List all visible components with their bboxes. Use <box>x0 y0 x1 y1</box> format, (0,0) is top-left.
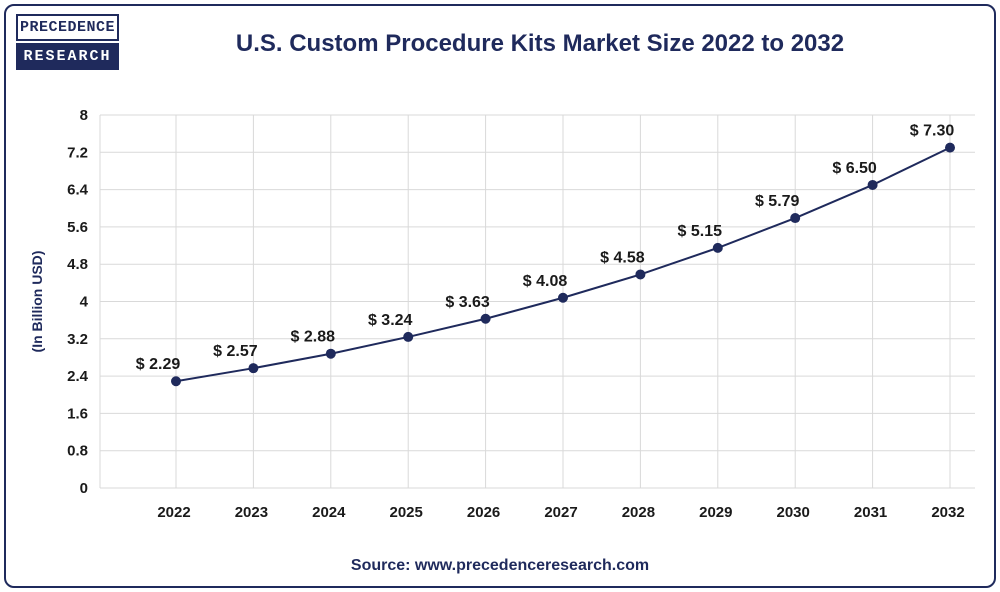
data-point <box>558 292 568 303</box>
y-tick-label: 4.8 <box>67 256 88 273</box>
y-tick-label: 6.4 <box>67 182 89 199</box>
x-tick-label: 2027 <box>544 504 577 521</box>
y-tick-label: 0.8 <box>67 443 88 460</box>
data-point <box>171 376 181 387</box>
series-layer <box>171 142 955 387</box>
label-layer: $ 2.29 $ 2.57 $ 2.88 $ 3.24 $ 3.63 $ 4.08 $ 4.… <box>136 123 955 374</box>
x-tick-label: 2032 <box>931 504 964 521</box>
chart-frame <box>4 4 996 588</box>
y-tick-label: 2.4 <box>67 368 89 385</box>
source-note: Source: www.precedenceresearch.com <box>350 557 650 574</box>
x-tick-label: 2025 <box>390 504 423 521</box>
data-point <box>790 213 801 224</box>
y-tick-label: 0 <box>80 480 88 497</box>
data-point <box>635 269 646 280</box>
data-point <box>325 348 336 359</box>
data-label: $ 6.50 <box>832 160 877 177</box>
data-label: $ 5.15 <box>678 223 723 240</box>
data-label: $ 2.88 <box>291 329 336 346</box>
y-tick-label: 4 <box>80 294 89 311</box>
data-label: $ 3.24 <box>368 312 413 329</box>
data-point <box>403 331 414 342</box>
data-point <box>712 242 723 253</box>
grid-layer <box>99 114 975 489</box>
data-point <box>867 179 878 190</box>
x-tick-label: 2026 <box>467 504 500 521</box>
data-label: $ 4.58 <box>600 249 645 266</box>
data-label: $ 3.63 <box>445 294 490 311</box>
x-tick-label: 2024 <box>312 504 346 521</box>
x-tick-label: 2028 <box>622 504 655 521</box>
chart-title: U.S. Custom Procedure Kits Market Size 2… <box>235 30 845 57</box>
data-point <box>480 313 491 324</box>
y-tick-label: 3.2 <box>67 331 88 348</box>
data-label: $ 7.30 <box>910 123 955 140</box>
x-tick-label: 2030 <box>777 504 810 521</box>
logo-line-1: PRECEDENCE <box>16 14 119 41</box>
axis-layer: 0 0.8 1.6 2.4 3.2 4 4.8 5.6 6.4 7.2 8 2022 2023 2024 2… <box>29 107 965 521</box>
data-point <box>248 363 259 374</box>
data-label: $ 4.08 <box>523 273 568 290</box>
x-tick-label: 2022 <box>157 504 190 521</box>
y-axis-label: (In Billion USD) <box>29 251 45 353</box>
y-tick-label: 1.6 <box>67 405 88 422</box>
x-tick-label: 2031 <box>854 504 887 521</box>
data-label: $ 5.79 <box>755 193 800 210</box>
x-tick-label: 2029 <box>699 504 732 521</box>
data-label: $ 2.29 <box>136 356 181 373</box>
y-tick-label: 7.2 <box>67 144 88 161</box>
logo-line-2: RESEARCH <box>16 43 119 70</box>
y-tick-label: 5.6 <box>67 219 88 236</box>
data-point <box>945 142 955 153</box>
y-tick-label: 8 <box>80 107 88 124</box>
x-tick-label: 2023 <box>235 504 268 521</box>
precedence-research-logo: PRECEDENCE RESEARCH <box>16 14 119 72</box>
data-label: $ 2.57 <box>213 343 258 360</box>
